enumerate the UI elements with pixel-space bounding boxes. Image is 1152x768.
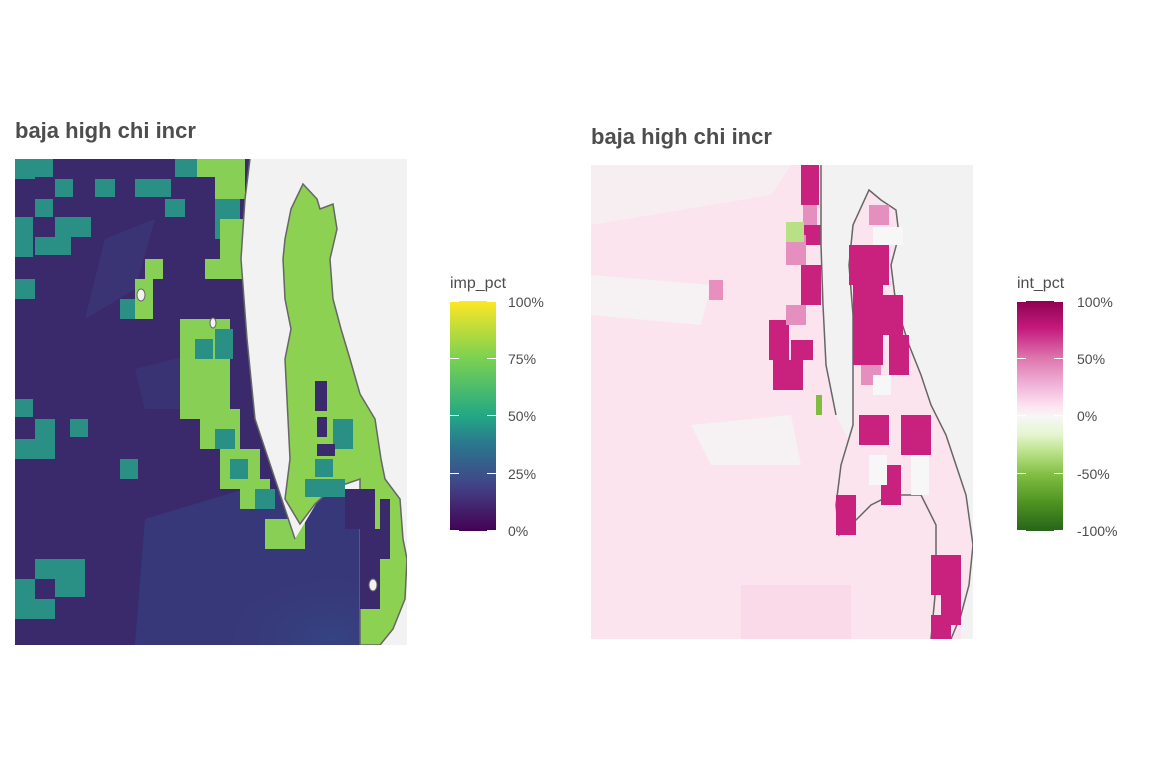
left-panel-title: baja high chi incr xyxy=(15,118,196,143)
int-peninsula-high xyxy=(836,245,961,639)
left-legend-label-0: 0% xyxy=(508,523,529,539)
right-legend-label-neg100: -100% xyxy=(1077,523,1118,539)
imp-peninsula-cells xyxy=(305,419,353,497)
left-legend-label-50: 50% xyxy=(508,408,537,424)
right-panel-title: baja high chi incr xyxy=(591,124,772,149)
int-coastal-high xyxy=(769,165,821,390)
right-map-int-pct xyxy=(591,165,973,639)
left-legend-label-100: 100% xyxy=(508,294,544,310)
imp-coastal-cells xyxy=(135,159,305,549)
imp-coastal-teal xyxy=(195,199,275,509)
int-negative-cell xyxy=(786,222,804,242)
right-legend-label-50: 50% xyxy=(1077,351,1106,367)
right-legend-label-0: 0% xyxy=(1077,408,1098,424)
right-legend-label-neg50: -50% xyxy=(1077,466,1110,482)
left-map-imp-pct xyxy=(15,159,407,645)
right-legend-label-100: 100% xyxy=(1077,294,1113,310)
right-legend-colorbar xyxy=(1017,301,1063,531)
int-coastal-mid xyxy=(786,205,817,325)
left-legend-title: imp_pct xyxy=(450,275,507,292)
left-legend-colorbar xyxy=(450,301,496,531)
left-legend-label-25: 25% xyxy=(508,466,537,482)
left-legend-label-75: 75% xyxy=(508,351,537,367)
right-legend-title: int_pct xyxy=(1017,275,1065,292)
